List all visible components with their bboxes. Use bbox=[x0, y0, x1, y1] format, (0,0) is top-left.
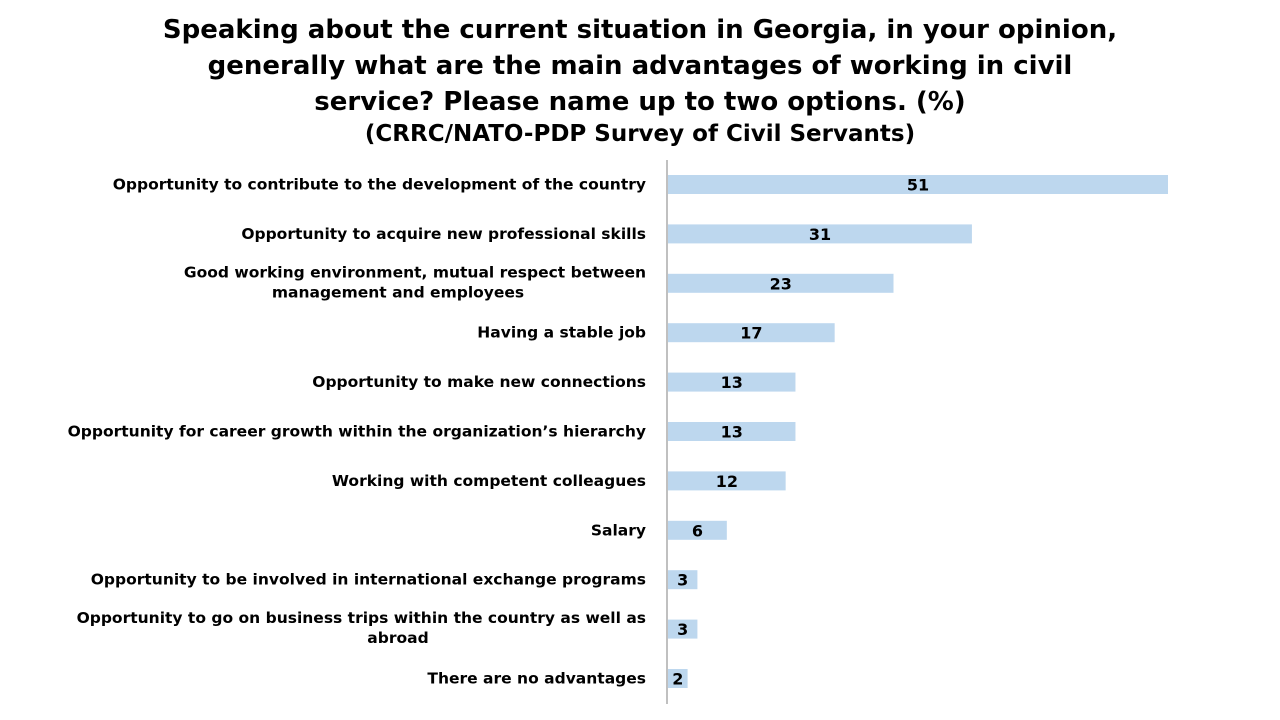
category-label-1: Opportunity to acquire new professional … bbox=[241, 225, 646, 243]
chart-title: Speaking about the current situation in … bbox=[0, 12, 1280, 120]
bar-1 bbox=[668, 224, 972, 244]
category-label-9-line-0: Opportunity to go on business trips with… bbox=[77, 609, 646, 627]
category-label-8: Opportunity to be involved in internatio… bbox=[91, 571, 646, 589]
bar-value-label-2: 23 bbox=[770, 274, 792, 293]
bar-3 bbox=[668, 323, 835, 343]
category-label-7: Salary bbox=[591, 521, 646, 539]
bar-value-label-5: 13 bbox=[721, 423, 743, 442]
category-label-10: There are no advantages bbox=[427, 670, 646, 688]
chart-subtitle: (CRRC/NATO-PDP Survey of Civil Servants) bbox=[364, 121, 916, 147]
category-label-5: Opportunity for career growth within the… bbox=[68, 423, 646, 441]
category-label-4: Opportunity to make new connections bbox=[312, 373, 646, 391]
bar-6 bbox=[668, 471, 786, 491]
chart-title-line-2: generally what are the main advantages o… bbox=[207, 51, 1073, 81]
bar-7 bbox=[668, 520, 727, 540]
category-label-9-line-1: abroad bbox=[367, 629, 428, 647]
bar-value-label-8: 3 bbox=[677, 571, 688, 590]
bar-8 bbox=[668, 570, 698, 590]
category-label-3: Having a stable job bbox=[477, 324, 646, 342]
bar-value-label-10: 2 bbox=[672, 670, 683, 689]
bar-value-label-3: 17 bbox=[740, 324, 762, 343]
bar-value-label-9: 3 bbox=[677, 620, 688, 639]
bar-4 bbox=[668, 372, 796, 392]
bar-value-label-1: 31 bbox=[809, 225, 831, 244]
bar-value-label-0: 51 bbox=[907, 176, 929, 195]
category-label-2-line-1: management and employees bbox=[272, 283, 524, 301]
bar-5 bbox=[668, 422, 796, 441]
category-label-0: Opportunity to contribute to the develop… bbox=[113, 176, 646, 194]
bar-value-label-4: 13 bbox=[721, 373, 743, 392]
bar-10 bbox=[668, 669, 688, 688]
bar-0 bbox=[668, 175, 1168, 194]
chart-title-line-1: Speaking about the current situation in … bbox=[162, 15, 1118, 45]
bar-value-label-7: 6 bbox=[692, 521, 703, 540]
bar-2 bbox=[668, 273, 894, 293]
bar-9 bbox=[668, 619, 698, 639]
bar-value-label-6: 12 bbox=[716, 472, 738, 491]
category-label-6: Working with competent colleagues bbox=[332, 472, 646, 490]
category-label-2-line-0: Good working environment, mutual respect… bbox=[184, 263, 646, 281]
chart-title-line-3: service? Please name up to two options. … bbox=[314, 87, 966, 117]
